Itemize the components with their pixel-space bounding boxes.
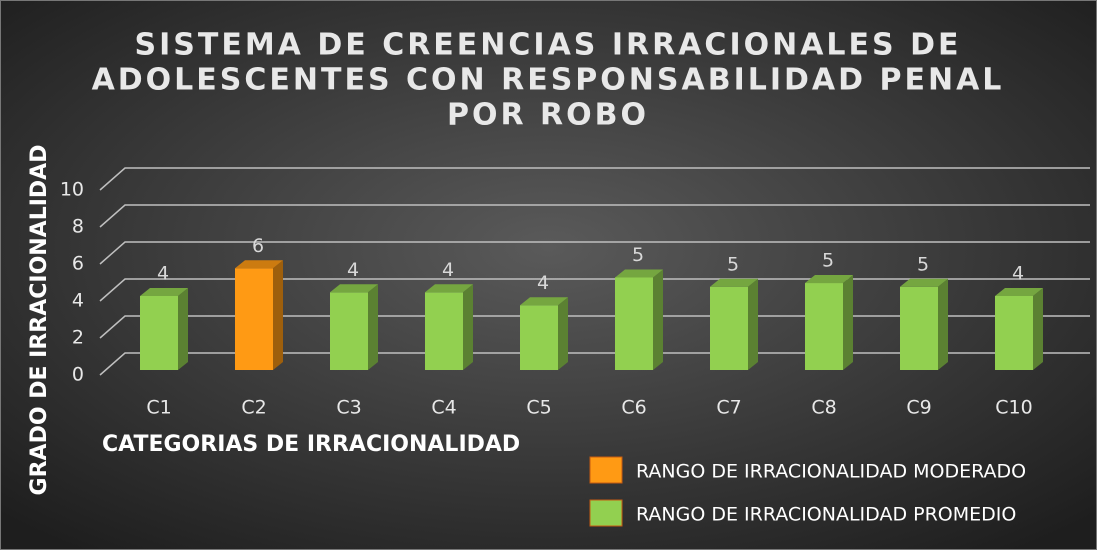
- legend-swatch: [589, 456, 623, 484]
- bar: [140, 288, 188, 370]
- bar-side: [368, 284, 378, 370]
- bar-top: [425, 284, 473, 293]
- bar-front: [520, 305, 558, 370]
- y-tick-label: 10: [60, 179, 84, 201]
- bar-side: [748, 278, 758, 370]
- bar-side: [558, 297, 568, 370]
- grid-line: [99, 167, 1090, 191]
- y-tick-label: 0: [72, 364, 84, 386]
- x-tick-label: C3: [336, 397, 361, 419]
- bar-top: [995, 288, 1043, 296]
- bar: [900, 278, 948, 370]
- bar-front: [235, 268, 273, 370]
- value-label: 4: [1012, 263, 1024, 285]
- bar: [330, 284, 378, 370]
- grid-line: [99, 315, 1090, 339]
- chart-title: SISTEMA DE CREENCIAS IRRACIONALES DE: [135, 28, 962, 63]
- bar-side: [843, 275, 853, 370]
- value-label: 4: [347, 259, 359, 281]
- y-tick-label: 8: [72, 216, 84, 238]
- value-label: 4: [157, 263, 169, 285]
- bar-front: [805, 283, 843, 370]
- legend-label: RANGO DE IRRACIONALIDAD PROMEDIO: [636, 504, 1016, 526]
- value-label: 6: [252, 235, 264, 257]
- bar: [710, 278, 758, 370]
- bar-side: [938, 278, 948, 370]
- bar-front: [995, 296, 1033, 370]
- bar-front: [140, 296, 178, 370]
- bar-side: [178, 288, 188, 370]
- bar-front: [900, 286, 938, 370]
- bar: [995, 288, 1043, 370]
- chart-title: POR ROBO: [447, 98, 649, 133]
- x-tick-label: C5: [526, 397, 551, 419]
- x-tick-label: C6: [621, 397, 646, 419]
- legend-swatch: [589, 499, 623, 527]
- x-tick-label: C10: [995, 397, 1032, 419]
- y-tick-label: 6: [72, 253, 84, 275]
- y-axis-title: GRADO DE IRRACIONALIDAD: [27, 145, 52, 496]
- bar-top: [330, 284, 378, 293]
- bar-top: [710, 278, 758, 287]
- grid-line: [99, 278, 1090, 302]
- bar-top: [140, 288, 188, 296]
- x-tick-label: C8: [811, 397, 836, 419]
- bar-top: [805, 275, 853, 284]
- bar: [520, 297, 568, 370]
- bar-front: [710, 286, 748, 370]
- grid-line: [99, 241, 1090, 265]
- bar: [235, 260, 283, 370]
- x-tick-label: C9: [906, 397, 931, 419]
- y-tick-label: 2: [72, 327, 84, 349]
- legend-label: RANGO DE IRRACIONALIDAD MODERADO: [636, 461, 1026, 483]
- x-tick-label: C1: [146, 397, 171, 419]
- value-label: 5: [632, 244, 644, 266]
- bar: [805, 275, 853, 370]
- y-tick-label: 4: [72, 290, 84, 312]
- bar-front: [615, 277, 653, 370]
- value-label: 5: [822, 250, 834, 272]
- bar-top: [615, 269, 663, 278]
- bar: [615, 269, 663, 370]
- value-label: 4: [442, 259, 454, 281]
- value-label: 4: [537, 272, 549, 294]
- bar-side: [463, 284, 473, 370]
- bar: [425, 284, 473, 370]
- x-tick-label: C7: [716, 397, 741, 419]
- bar-side: [273, 260, 283, 370]
- bar-top: [900, 278, 948, 287]
- bar-front: [425, 292, 463, 370]
- bar-front: [330, 292, 368, 370]
- bar-side: [1033, 288, 1043, 370]
- value-label: 5: [917, 253, 929, 275]
- bar-side: [653, 269, 663, 370]
- bar-top: [235, 260, 283, 269]
- grid-line: [99, 352, 1090, 376]
- x-tick-label: C2: [241, 397, 266, 419]
- x-axis-title: CATEGORIAS DE IRRACIONALIDAD: [102, 432, 520, 457]
- bar-top: [520, 297, 568, 306]
- grid-line: [99, 204, 1090, 228]
- value-label: 5: [727, 253, 739, 275]
- chart-title: ADOLESCENTES CON RESPONSABILIDAD PENAL: [92, 63, 1005, 98]
- x-tick-label: C4: [431, 397, 456, 419]
